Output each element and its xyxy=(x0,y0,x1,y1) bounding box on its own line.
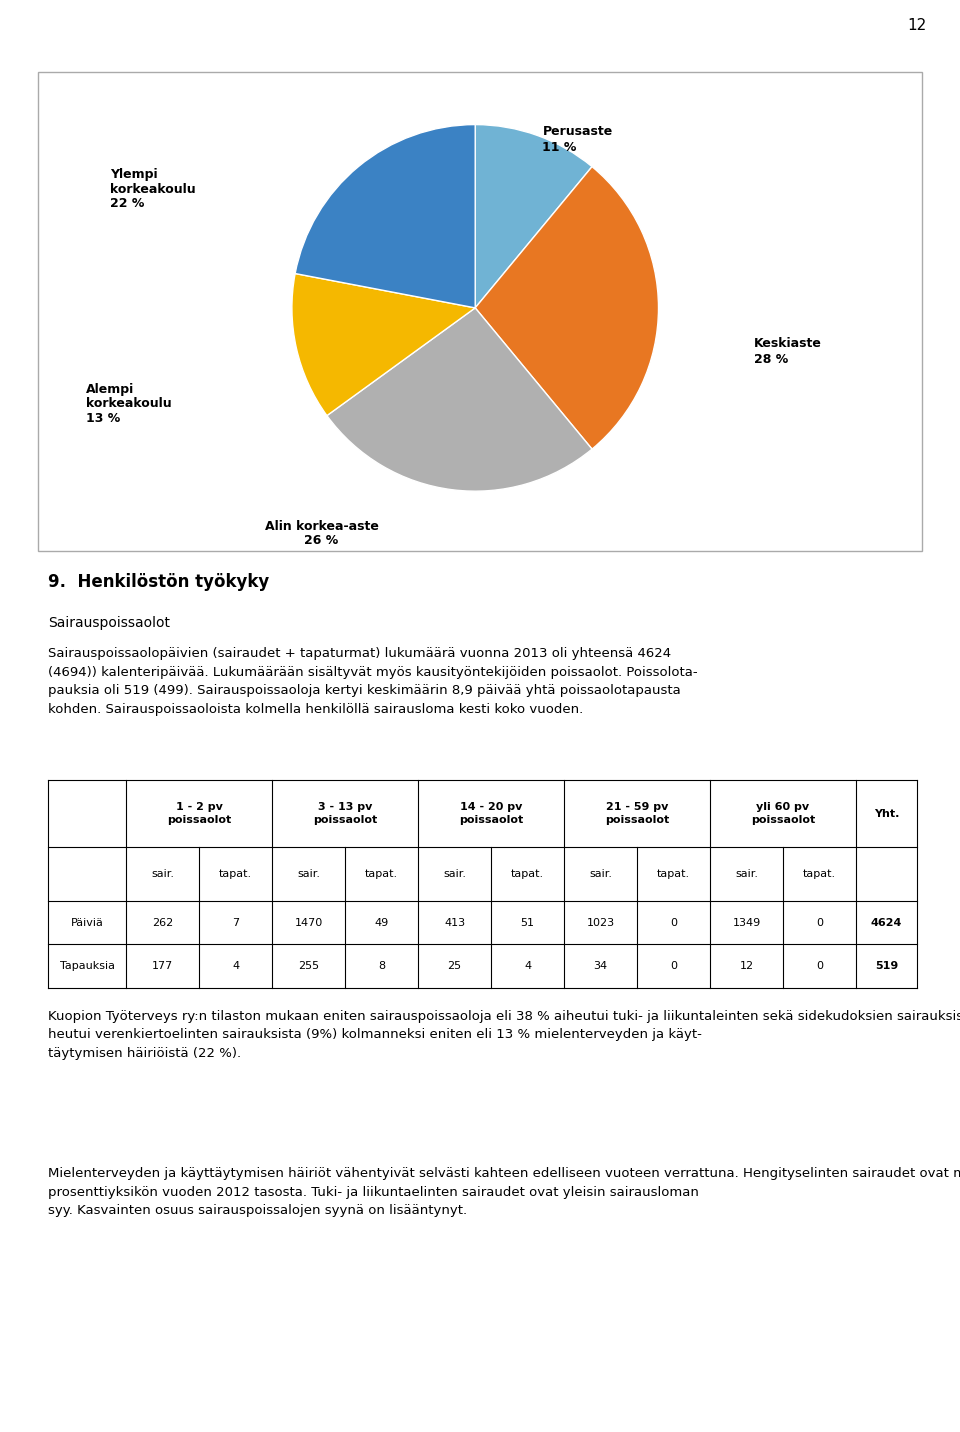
Text: 4: 4 xyxy=(232,961,239,971)
Text: Sairauspoissaolot: Sairauspoissaolot xyxy=(48,616,170,630)
Text: 11 %: 11 % xyxy=(542,140,577,155)
Wedge shape xyxy=(475,125,592,308)
Text: 25: 25 xyxy=(447,961,462,971)
Text: Keskiaste: Keskiaste xyxy=(754,337,822,351)
Text: sair.: sair. xyxy=(151,869,174,879)
FancyBboxPatch shape xyxy=(38,72,922,551)
Text: Sairauspoissaolopäivien (sairaudet + tapaturmat) lukumäärä vuonna 2013 oli yhtee: Sairauspoissaolopäivien (sairaudet + tap… xyxy=(48,647,698,716)
Text: 0: 0 xyxy=(670,918,677,928)
Text: 26 %: 26 % xyxy=(304,534,339,547)
Text: 9.  Henkilöstön työkyky: 9. Henkilöstön työkyky xyxy=(48,573,269,591)
Text: Tapauksia: Tapauksia xyxy=(60,961,114,971)
Text: sair.: sair. xyxy=(444,869,467,879)
Text: 7: 7 xyxy=(232,918,239,928)
Text: 8: 8 xyxy=(378,961,385,971)
Text: 21 - 59 pv
poissaolot: 21 - 59 pv poissaolot xyxy=(605,802,669,825)
Text: 1470: 1470 xyxy=(295,918,323,928)
Text: 413: 413 xyxy=(444,918,466,928)
Text: 0: 0 xyxy=(816,918,823,928)
Text: korkeakoulu: korkeakoulu xyxy=(110,182,196,196)
Text: 262: 262 xyxy=(152,918,174,928)
Text: yli 60 pv
poissaolot: yli 60 pv poissaolot xyxy=(751,802,815,825)
Text: 3 - 13 pv
poissaolot: 3 - 13 pv poissaolot xyxy=(313,802,377,825)
Text: sair.: sair. xyxy=(735,869,758,879)
Text: 51: 51 xyxy=(520,918,535,928)
Text: 13 %: 13 % xyxy=(86,411,121,425)
Text: 12: 12 xyxy=(739,961,754,971)
Text: tapat.: tapat. xyxy=(803,869,836,879)
Text: Ylempi: Ylempi xyxy=(110,168,158,182)
Text: Yht.: Yht. xyxy=(874,809,900,819)
Text: 0: 0 xyxy=(670,961,677,971)
Text: 0: 0 xyxy=(816,961,823,971)
Text: 255: 255 xyxy=(298,961,320,971)
Text: 12: 12 xyxy=(907,17,926,33)
Text: Perusaste: Perusaste xyxy=(542,125,612,139)
Text: Mielenterveyden ja käyttäytymisen häiriöt vähentyivät selvästi kahteen edellisee: Mielenterveyden ja käyttäytymisen häiriö… xyxy=(48,1167,960,1217)
Text: 1 - 2 pv
poissaolot: 1 - 2 pv poissaolot xyxy=(167,802,231,825)
Text: sair.: sair. xyxy=(589,869,612,879)
Text: Kuopion Työterveys ry:n tilaston mukaan eniten sairauspoissaoloja eli 38 % aiheu: Kuopion Työterveys ry:n tilaston mukaan … xyxy=(48,1010,960,1060)
Wedge shape xyxy=(475,166,659,450)
Text: 519: 519 xyxy=(875,961,898,971)
Text: 1023: 1023 xyxy=(587,918,614,928)
Wedge shape xyxy=(327,308,592,491)
Text: tapat.: tapat. xyxy=(219,869,252,879)
Text: Alin korkea-aste: Alin korkea-aste xyxy=(265,520,378,533)
Text: tapat.: tapat. xyxy=(657,869,690,879)
Text: 28 %: 28 % xyxy=(754,352,788,367)
Text: 177: 177 xyxy=(152,961,174,971)
Text: 22 %: 22 % xyxy=(110,196,145,211)
Text: 1349: 1349 xyxy=(732,918,760,928)
Wedge shape xyxy=(292,274,475,415)
Text: 34: 34 xyxy=(593,961,608,971)
Text: tapat.: tapat. xyxy=(365,869,398,879)
Text: 49: 49 xyxy=(374,918,389,928)
Text: sair.: sair. xyxy=(298,869,320,879)
Text: Päiviä: Päiviä xyxy=(71,918,104,928)
Text: 14 - 20 pv
poissaolot: 14 - 20 pv poissaolot xyxy=(459,802,523,825)
Wedge shape xyxy=(295,125,475,308)
Text: Alempi: Alempi xyxy=(86,382,134,397)
Text: 4624: 4624 xyxy=(871,918,902,928)
Text: 4: 4 xyxy=(524,961,531,971)
Text: tapat.: tapat. xyxy=(511,869,544,879)
Text: korkeakoulu: korkeakoulu xyxy=(86,397,172,411)
